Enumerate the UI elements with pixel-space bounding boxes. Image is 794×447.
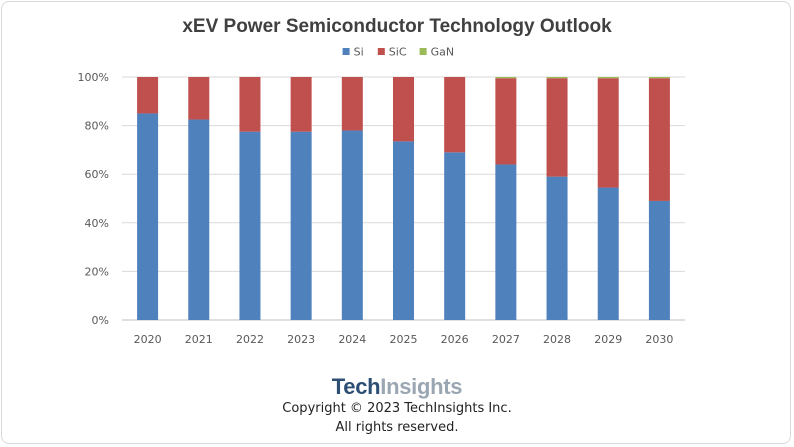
bar-segment-sic bbox=[393, 77, 414, 142]
bar-segment-sic bbox=[597, 78, 619, 188]
rights-text: All rights reserved. bbox=[335, 420, 459, 435]
legend-swatch-sic bbox=[377, 48, 385, 55]
copyright-text: Copyright © 2023 TechInsights Inc. bbox=[282, 401, 512, 416]
x-tick-label: 2030 bbox=[645, 333, 673, 346]
bar-segment-si bbox=[188, 119, 210, 321]
chart-legend: Si SiC GaN bbox=[342, 46, 455, 59]
legend-label-gan: GaN bbox=[431, 46, 455, 59]
legend-swatch-gan bbox=[419, 48, 427, 55]
bar-segment-si bbox=[393, 141, 414, 320]
y-tick-label: 60% bbox=[85, 168, 109, 181]
legend-label-si: Si bbox=[354, 46, 364, 59]
x-tick-label: 2027 bbox=[492, 333, 520, 346]
bar-segment-sic bbox=[546, 78, 568, 177]
y-tick-label: 20% bbox=[85, 265, 109, 278]
chart-title: xEV Power Semiconductor Technology Outlo… bbox=[182, 16, 612, 37]
bar-segment-gan bbox=[597, 77, 619, 79]
chart-bars bbox=[137, 77, 670, 321]
bar-segment-gan bbox=[648, 77, 670, 79]
bar-segment-si bbox=[546, 176, 568, 320]
bar-segment-sic bbox=[290, 77, 312, 132]
x-tick-label: 2022 bbox=[236, 333, 264, 346]
y-tick-label: 0% bbox=[92, 314, 109, 327]
techinsights-logo: TechInsights bbox=[0, 374, 794, 400]
bar-segment-si bbox=[137, 113, 159, 320]
x-tick-label: 2020 bbox=[134, 333, 162, 346]
x-tick-label: 2021 bbox=[185, 333, 213, 346]
y-tick-label: 40% bbox=[85, 217, 109, 230]
x-tick-label: 2029 bbox=[594, 333, 622, 346]
bar-segment-sic bbox=[648, 78, 670, 201]
bar-segment-sic bbox=[188, 77, 210, 120]
bar-segment-si bbox=[290, 131, 312, 320]
logo-insights: Insights bbox=[380, 374, 463, 399]
bar-segment-si bbox=[444, 152, 466, 320]
bar-segment-sic bbox=[341, 77, 363, 131]
x-tick-label: 2025 bbox=[390, 333, 418, 346]
bar-segment-gan bbox=[546, 77, 568, 79]
x-tick-label: 2024 bbox=[338, 333, 366, 346]
x-axis: 2020 2021 2022 2023 2024 2025 2026 2027 2028 2029… bbox=[134, 333, 674, 346]
bar-segment-sic bbox=[137, 77, 159, 114]
bar-segment-gan bbox=[495, 77, 517, 79]
bar-segment-sic bbox=[239, 77, 261, 132]
x-tick-label: 2023 bbox=[287, 333, 315, 346]
logo-tech: Tech bbox=[331, 374, 381, 399]
bar-segment-si bbox=[648, 200, 670, 320]
legend-label-sic: SiC bbox=[389, 46, 407, 59]
bar-segment-sic bbox=[444, 77, 466, 153]
bar-segment-si bbox=[495, 164, 517, 320]
x-tick-label: 2028 bbox=[543, 333, 571, 346]
legend-swatch-si bbox=[342, 48, 350, 55]
bar-segment-si bbox=[597, 187, 619, 320]
x-tick-label: 2026 bbox=[441, 333, 469, 346]
bar-segment-si bbox=[341, 130, 363, 320]
y-axis: 0% 20% 40% 60% 80% 100% bbox=[78, 71, 109, 327]
bar-segment-si bbox=[239, 131, 261, 320]
bar-segment-sic bbox=[495, 78, 517, 165]
y-tick-label: 100% bbox=[78, 71, 109, 84]
y-tick-label: 80% bbox=[85, 120, 109, 133]
